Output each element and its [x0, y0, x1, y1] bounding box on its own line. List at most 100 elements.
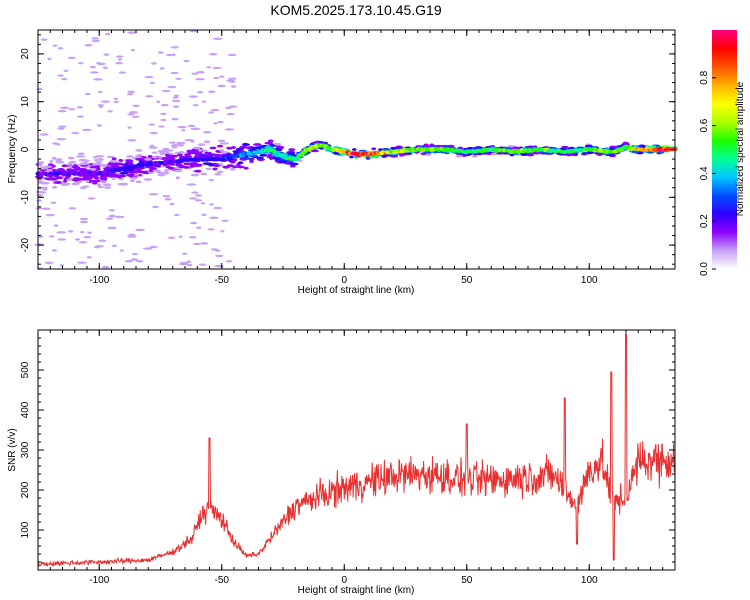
colorbar-tick-label: 0.6: [699, 118, 710, 132]
spectrogram-noise-cell: [115, 61, 124, 65]
spectrogram-noise-cell: [48, 235, 55, 238]
spectrogram-noise-cell: [77, 61, 84, 65]
spectrogram-cell: [140, 170, 147, 174]
spectrogram-noise-cell: [35, 207, 43, 210]
spectrogram-cell: [194, 153, 202, 156]
spectrogram-cell: [581, 152, 587, 156]
spectrogram-cell: [509, 153, 515, 157]
spectrogram-cell: [471, 154, 478, 158]
spectrogram-cell: [83, 159, 88, 163]
spectrogram-noise-cell: [130, 258, 139, 261]
spectrogram-cell: [520, 152, 528, 156]
spectrogram-cell: [54, 158, 63, 161]
spectrogram-cell: [254, 146, 260, 150]
spectrogram-noise-cell: [79, 220, 88, 224]
spectrogram-cell: [239, 157, 245, 161]
spectrogram-noise-cell: [209, 203, 214, 206]
spectrogram-noise-cell: [132, 104, 140, 108]
spectrogram-noise-cell: [205, 167, 212, 170]
spectrogram-noise-cell: [57, 238, 67, 241]
y-tick-label: 0: [20, 146, 31, 152]
spectrogram-cell: [51, 185, 58, 189]
spectrogram-cell: [253, 143, 262, 146]
x-tick-label: 100: [581, 275, 598, 286]
spectrogram-cell: [43, 165, 53, 169]
spectrogram-noise-cell: [221, 219, 229, 223]
spectrogram-noise-cell: [92, 156, 98, 159]
spectrogram-noise-cell: [184, 138, 195, 142]
spectrogram-noise-cell: [216, 170, 224, 174]
spectrogram-noise-cell: [127, 126, 132, 129]
x-tick-label: 50: [461, 575, 473, 586]
spectrogram-noise-cell: [112, 244, 117, 248]
spectrogram-cell: [111, 157, 117, 161]
spectrogram-noise-cell: [160, 103, 169, 107]
spectrogram-noise-cell: [142, 247, 153, 250]
spectrogram-noise-cell: [173, 213, 180, 217]
spectrogram-cell: [143, 178, 153, 181]
spectrogram-noise-cell: [193, 242, 202, 246]
spectrogram-cell: [89, 167, 97, 171]
spectrogram-noise-cell: [67, 56, 76, 60]
spectrogram-cell: [71, 178, 80, 182]
spectrogram-cell: [164, 156, 173, 160]
spectrogram-cell: [182, 165, 190, 169]
spectrogram-cell: [197, 143, 206, 147]
spectrogram-cell: [190, 173, 200, 177]
spectrogram-cell: [174, 169, 183, 173]
spectrogram-noise-cell: [196, 71, 205, 74]
spectrogram-cell: [79, 186, 87, 190]
spectrogram-noise-cell: [201, 213, 207, 217]
spectrogram-noise-cell: [157, 51, 164, 54]
spectrogram-cell: [50, 177, 58, 181]
spectrogram-cell: [96, 158, 104, 161]
spectrogram-noise-cell: [210, 108, 220, 112]
spectrogram-noise-cell: [97, 185, 105, 189]
x-tick-label: 50: [461, 275, 473, 286]
spectrogram-cell: [233, 158, 238, 162]
snr-plot-area: [38, 330, 675, 570]
spectrogram-cell: [133, 170, 139, 174]
spectrogram-noise-cell: [208, 178, 215, 182]
snr-y-ticks: 100 200 300 400 500: [20, 337, 675, 563]
spectrogram-noise-cell: [158, 125, 165, 128]
spectrogram-noise-cell: [224, 106, 232, 110]
spectrogram-noise-cell: [162, 194, 171, 198]
spectrogram-noise-cell: [105, 217, 113, 221]
spectrogram-cell: [267, 139, 274, 143]
spectrogram-noise-cell: [68, 107, 76, 111]
spectrogram-cell: [51, 156, 57, 160]
spectrogram-cell: [133, 168, 142, 172]
spectrogram-cell: [264, 145, 272, 149]
spectrogram-cell: [178, 151, 185, 154]
spectrogram-cell: [568, 146, 575, 150]
spectrogram-noise-cell: [171, 117, 179, 121]
y-tick-label: 20: [20, 48, 31, 60]
spectrogram-noise-cell: [79, 230, 85, 234]
spectrogram-noise-cell: [187, 124, 196, 128]
spectrogram-cell: [167, 166, 175, 170]
spectrogram-noise-cell: [83, 236, 92, 239]
spectrogram-noise-cell: [68, 230, 74, 233]
spectrogram-noise-cell: [190, 127, 201, 131]
spectrogram-cell: [390, 146, 397, 150]
spectrogram-noise-cell: [175, 77, 182, 81]
spectrogram-noise-cell: [217, 120, 224, 124]
spectrogram-cell: [237, 161, 244, 165]
spectrogram-noise-cell: [170, 46, 180, 49]
spectrogram-noise-cell: [105, 32, 111, 36]
spectrogram-noise-cell: [63, 69, 69, 72]
y-tick-label: 200: [20, 481, 31, 498]
spectrogram-noise-cell: [181, 128, 186, 132]
spectrogram-noise-cell: [177, 125, 188, 129]
spectrogram-cell: [467, 146, 473, 150]
spectrogram-noise-cell: [212, 37, 223, 40]
spectrogram-noise-cell: [208, 53, 218, 56]
spectrogram-noise-cell: [124, 260, 134, 263]
y-tick-label: 10: [20, 96, 31, 108]
spectrogram-cell: [100, 180, 107, 184]
spectrogram-noise-cell: [135, 228, 146, 232]
spectrogram-noise-cell: [77, 115, 84, 118]
spectrogram-noise-cell: [91, 37, 99, 40]
spectrogram-noise-cell: [98, 105, 104, 108]
